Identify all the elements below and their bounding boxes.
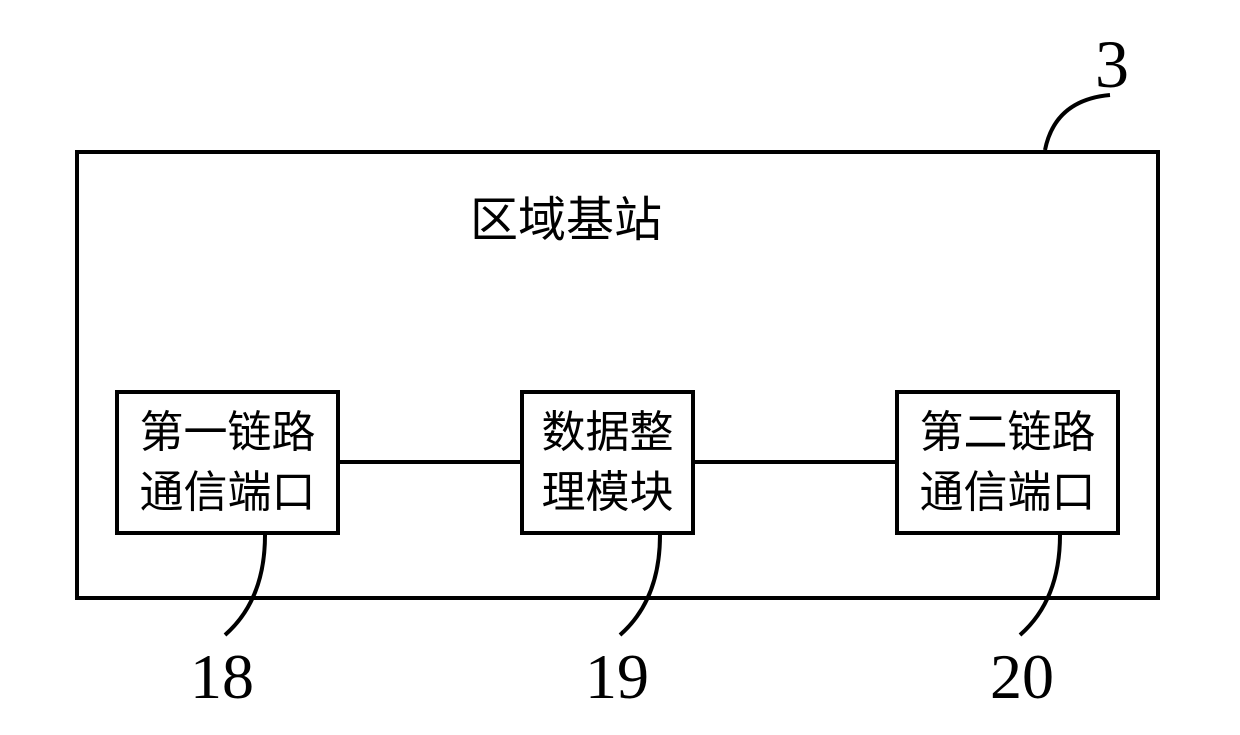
- leader-line-20: [0, 0, 1240, 735]
